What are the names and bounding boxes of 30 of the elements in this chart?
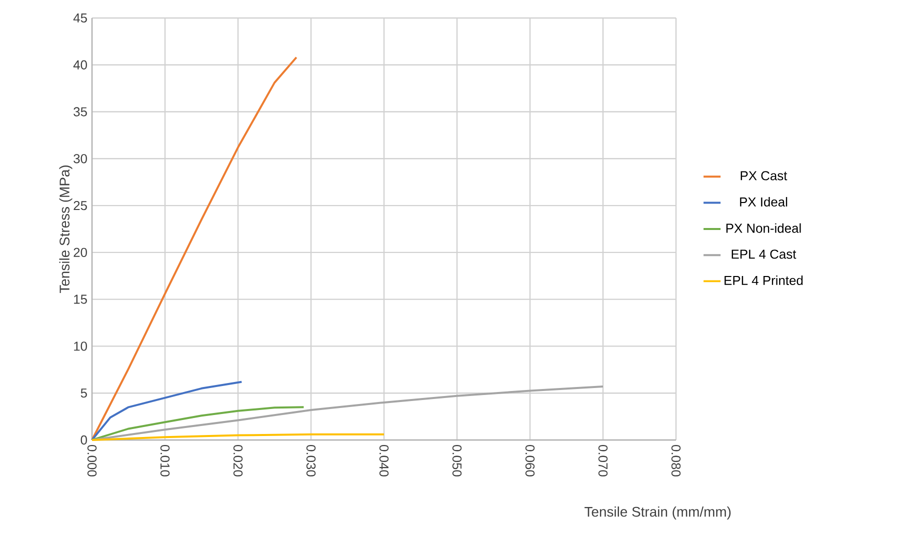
x-tick-label: 0.030: [306, 445, 316, 476]
legend-label: EPL 4 Printed: [724, 276, 803, 286]
x-tick-label: 0.060: [525, 445, 535, 476]
y-axis-title: Tensile Stress (MPa): [59, 166, 72, 294]
x-tick-label: 0.080: [671, 445, 681, 476]
y-tick-label: 45: [73, 13, 87, 23]
line-series: [91, 380, 243, 441]
y-tick-label: 10: [74, 342, 87, 351]
x-tick-label: 0.000: [87, 445, 97, 476]
legend-label: PX Non-ideal: [726, 223, 801, 233]
x-tick-label: 0.010: [160, 445, 170, 476]
x-tick-label: 0.070: [598, 445, 608, 476]
y-tick-label: 35: [74, 107, 87, 116]
line-series: [91, 56, 298, 441]
line-series: [91, 406, 305, 441]
y-tick-label: 5: [80, 388, 87, 398]
x-tick-label: 0.020: [233, 445, 243, 476]
legend-label: EPL 4 Cast: [732, 250, 796, 259]
x-tick-label: 0.040: [379, 445, 389, 476]
legend-label: PX Ideal: [740, 197, 788, 207]
x-tick-label: 0.050: [452, 445, 462, 476]
y-tick-label: 40: [73, 60, 87, 70]
y-tick-label: 0: [80, 435, 87, 445]
y-tick-label: 30: [74, 154, 87, 164]
legend-label: PX Cast: [740, 171, 788, 180]
x-axis-title: Tensile Strain (mm/mm): [584, 506, 731, 520]
y-tick-label: 20: [74, 248, 87, 258]
y-tick-label: 25: [74, 200, 87, 210]
y-tick-label: 15: [74, 294, 87, 304]
line-series: [91, 386, 604, 441]
